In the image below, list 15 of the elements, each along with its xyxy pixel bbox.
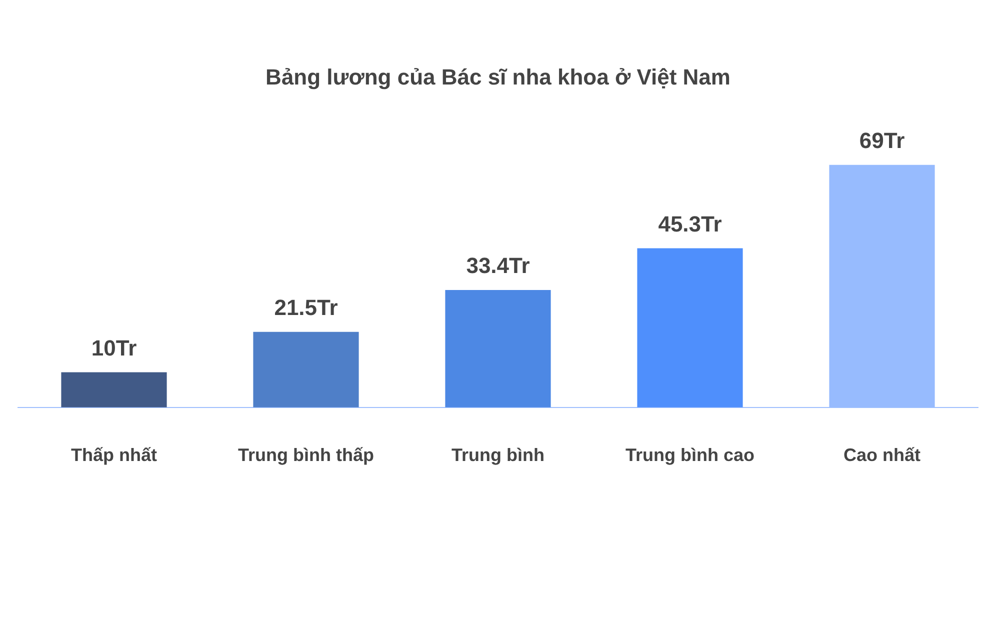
data-label: 45.3Tr — [658, 211, 722, 236]
bar — [253, 332, 359, 408]
data-label: 69Tr — [859, 128, 906, 153]
data-label: 10Tr — [91, 335, 138, 360]
data-label: 21.5Tr — [274, 294, 338, 320]
bar — [637, 248, 743, 408]
bar — [445, 290, 551, 408]
x-tick-label: Trung bình — [452, 445, 544, 466]
bar — [61, 372, 167, 408]
x-tick-label: Trung bình thấp — [238, 445, 374, 466]
x-tick-label: Cao nhất — [843, 445, 921, 466]
data-label: 33.4Tr — [466, 253, 530, 278]
x-tick-label: Trung bình cao — [626, 445, 754, 466]
x-tick-label: Thấp nhất — [71, 445, 157, 466]
chart-title: Bảng lương của Bác sĩ nha khoa ở Việt Nam — [266, 64, 730, 90]
